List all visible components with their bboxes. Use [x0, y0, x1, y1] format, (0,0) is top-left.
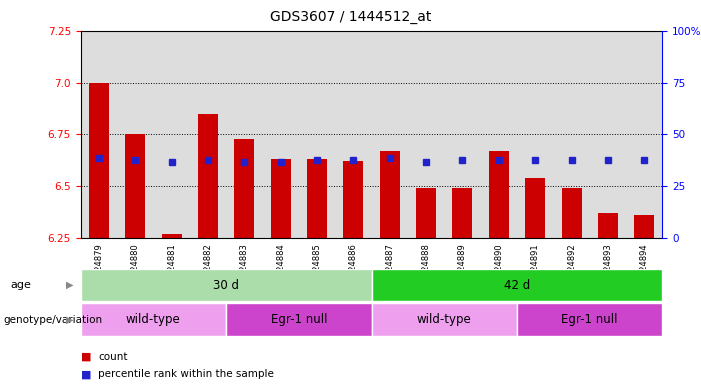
Text: genotype/variation: genotype/variation	[4, 314, 102, 325]
Text: age: age	[11, 280, 32, 290]
Bar	[562, 188, 582, 238]
Bar	[444, 31, 481, 238]
Bar	[517, 303, 662, 336]
Bar	[380, 151, 400, 238]
Bar	[372, 303, 517, 336]
Bar	[335, 31, 372, 238]
Bar	[372, 269, 662, 301]
Bar	[226, 303, 372, 336]
Bar	[81, 31, 117, 238]
Bar	[408, 31, 444, 238]
Bar	[626, 31, 662, 238]
Bar	[226, 31, 262, 238]
Text: wild-type: wild-type	[126, 313, 181, 326]
Text: percentile rank within the sample: percentile rank within the sample	[98, 369, 274, 379]
Text: Egr-1 null: Egr-1 null	[562, 313, 618, 326]
Bar	[299, 31, 335, 238]
Text: count: count	[98, 352, 128, 362]
Text: 42 d: 42 d	[504, 279, 530, 291]
Text: 30 d: 30 d	[213, 279, 239, 291]
Bar	[416, 188, 436, 238]
Bar	[262, 31, 299, 238]
Bar	[590, 31, 626, 238]
Bar	[190, 31, 226, 238]
Text: ▶: ▶	[66, 280, 74, 290]
Bar	[161, 234, 182, 238]
Bar	[343, 161, 363, 238]
Text: ▶: ▶	[66, 314, 74, 325]
Bar	[81, 303, 226, 336]
Bar	[372, 31, 408, 238]
Bar	[198, 114, 218, 238]
Bar	[234, 139, 254, 238]
Text: ■: ■	[81, 369, 91, 379]
Bar	[634, 215, 654, 238]
Bar	[89, 83, 109, 238]
Bar	[517, 31, 553, 238]
Bar	[553, 31, 590, 238]
Bar	[489, 151, 509, 238]
Bar	[481, 31, 517, 238]
Bar	[598, 213, 618, 238]
Bar	[125, 134, 145, 238]
Text: wild-type: wild-type	[417, 313, 472, 326]
Text: Egr-1 null: Egr-1 null	[271, 313, 327, 326]
Bar	[81, 269, 372, 301]
Bar	[271, 159, 291, 238]
Bar	[307, 159, 327, 238]
Bar	[525, 178, 545, 238]
Text: GDS3607 / 1444512_at: GDS3607 / 1444512_at	[270, 10, 431, 23]
Text: ■: ■	[81, 352, 91, 362]
Bar	[117, 31, 154, 238]
Bar	[452, 188, 472, 238]
Bar	[154, 31, 190, 238]
